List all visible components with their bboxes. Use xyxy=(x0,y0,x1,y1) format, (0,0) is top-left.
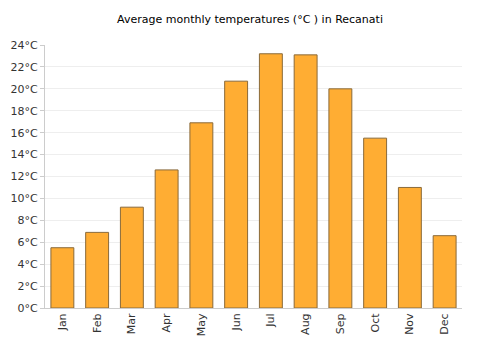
svg-text:20°C: 20°C xyxy=(11,83,38,96)
svg-text:2°C: 2°C xyxy=(18,280,38,293)
svg-text:Apr: Apr xyxy=(160,313,173,333)
svg-text:Feb: Feb xyxy=(91,313,104,332)
svg-text:14°C: 14°C xyxy=(11,148,38,161)
svg-text:Jul: Jul xyxy=(264,313,277,327)
svg-text:Sep: Sep xyxy=(334,313,347,334)
svg-text:Jan: Jan xyxy=(56,313,69,331)
svg-text:Mar: Mar xyxy=(125,313,138,334)
svg-text:8°C: 8°C xyxy=(18,214,38,227)
svg-text:24°C: 24°C xyxy=(11,39,38,52)
svg-text:Average monthly temperatures (: Average monthly temperatures (°C ) in Re… xyxy=(117,13,383,26)
svg-text:16°C: 16°C xyxy=(11,127,38,140)
svg-text:10°C: 10°C xyxy=(11,192,38,205)
svg-text:Oct: Oct xyxy=(369,313,382,333)
svg-text:12°C: 12°C xyxy=(11,170,38,183)
svg-text:Nov: Nov xyxy=(403,313,416,335)
svg-text:6°C: 6°C xyxy=(18,236,38,249)
svg-text:Jun: Jun xyxy=(230,313,243,331)
svg-text:0°C: 0°C xyxy=(18,302,38,315)
svg-text:22°C: 22°C xyxy=(11,61,38,74)
svg-text:Aug: Aug xyxy=(299,313,312,334)
svg-text:May: May xyxy=(195,313,208,336)
svg-text:4°C: 4°C xyxy=(18,258,38,271)
svg-text:18°C: 18°C xyxy=(11,105,38,118)
svg-text:Dec: Dec xyxy=(438,313,451,334)
